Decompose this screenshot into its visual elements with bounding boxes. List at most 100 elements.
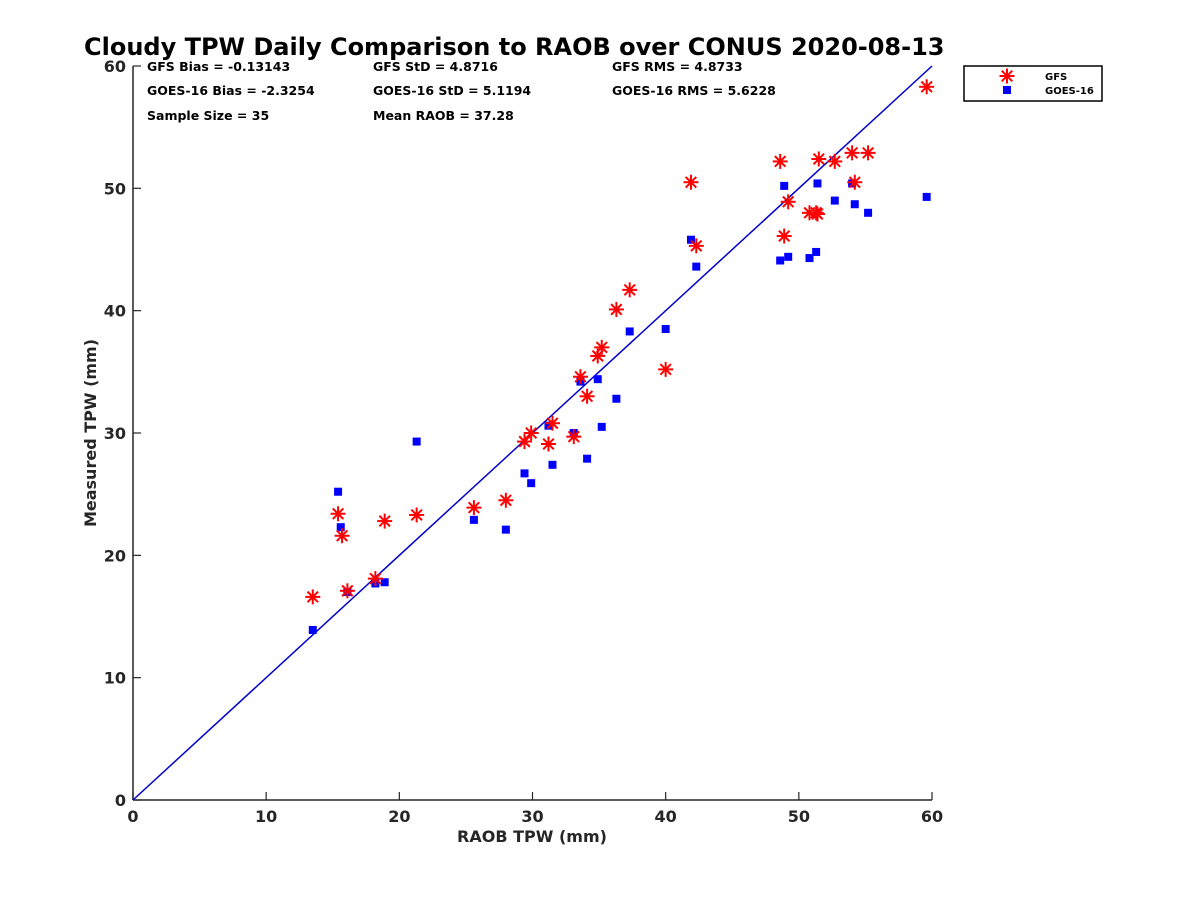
x-tick-label: 30 xyxy=(521,807,543,826)
y-tick-label: 20 xyxy=(104,546,126,565)
goes16-point xyxy=(780,181,789,190)
goes16-point xyxy=(813,179,822,188)
gfs-point-stroke xyxy=(812,152,825,165)
goes16-rms-text: GOES-16 RMS = 5.6228 xyxy=(612,83,776,98)
goes16-point xyxy=(612,394,621,403)
gfs-point xyxy=(566,429,582,445)
legend-gfs-label: GFS xyxy=(1045,72,1067,83)
gfs-point-stroke xyxy=(811,208,824,221)
gfs-point-stroke xyxy=(920,80,933,93)
goes16-point xyxy=(864,208,873,217)
goes16-point xyxy=(784,252,793,261)
legend: GFS GOES-16 xyxy=(963,65,1103,102)
gfs-point-stroke xyxy=(782,195,795,208)
x-axis-label: RAOB TPW (mm) xyxy=(457,827,607,846)
y-axis-label: Measured TPW (mm) xyxy=(81,339,100,527)
gfs-point-stroke xyxy=(369,572,382,585)
goes16-point xyxy=(308,625,317,634)
gfs-point xyxy=(919,79,935,95)
gfs-point-stroke xyxy=(410,508,423,521)
statistics-annotations: GFS Bias = -0.13143 GFS StD = 4.8716 GFS… xyxy=(147,59,776,123)
x-tick-label: 20 xyxy=(388,807,410,826)
chart-title: Cloudy TPW Daily Comparison to RAOB over… xyxy=(84,33,944,61)
goes16-point xyxy=(625,327,634,336)
mean-raob-text: Mean RAOB = 37.28 xyxy=(373,108,514,123)
gfs-point xyxy=(688,238,704,254)
goes16-point xyxy=(583,454,592,463)
gfs-point xyxy=(827,153,843,169)
goes16-std-text: GOES-16 StD = 5.1194 xyxy=(373,83,531,98)
gfs-point xyxy=(622,282,638,298)
gfs-point xyxy=(466,500,482,516)
goes16-point xyxy=(848,179,857,188)
goes16-point xyxy=(544,421,553,430)
gfs-point-stroke xyxy=(306,590,319,603)
gfs-point-stroke xyxy=(378,515,391,528)
gfs-rms-text: GFS RMS = 4.8733 xyxy=(612,59,743,74)
sample-size-text: Sample Size = 35 xyxy=(147,108,269,123)
gfs-series xyxy=(305,79,935,605)
gfs-std-text: GFS StD = 4.8716 xyxy=(373,59,498,74)
goes16-point xyxy=(520,469,529,478)
gfs-point-stroke xyxy=(659,363,672,376)
gfs-point xyxy=(594,339,610,355)
gfs-point xyxy=(772,153,788,169)
gfs-point-stroke xyxy=(332,507,345,520)
gfs-point xyxy=(377,513,393,529)
gfs-point-stroke xyxy=(862,146,875,159)
goes16-point xyxy=(661,325,670,334)
x-tick-label: 0 xyxy=(127,807,138,826)
gfs-point xyxy=(780,194,796,210)
goes16-point xyxy=(336,523,345,532)
goes16-bias-text: GOES-16 Bias = -2.3254 xyxy=(147,83,315,98)
gfs-point-stroke xyxy=(581,390,594,403)
gfs-point xyxy=(811,151,827,167)
x-axis-ticks: 0 10 20 30 40 50 60 xyxy=(127,792,943,826)
gfs-point-stroke xyxy=(595,341,608,354)
gfs-point xyxy=(683,174,699,190)
gfs-point xyxy=(409,507,425,523)
gfs-point xyxy=(339,583,355,599)
gfs-point-stroke xyxy=(499,494,512,507)
gfs-point-stroke xyxy=(542,437,555,451)
gfs-point xyxy=(330,506,346,522)
goes16-point xyxy=(334,487,343,496)
x-tick-label: 40 xyxy=(655,807,677,826)
y-tick-label: 40 xyxy=(104,302,126,321)
gfs-point xyxy=(517,434,533,450)
gfs-point xyxy=(847,174,863,190)
gfs-point xyxy=(844,145,860,161)
goes16-point xyxy=(412,437,421,446)
gfs-point xyxy=(540,436,556,452)
gfs-point-stroke xyxy=(610,303,623,316)
goes16-point xyxy=(776,256,785,265)
legend-box xyxy=(963,65,1103,102)
gfs-point-stroke xyxy=(623,283,636,296)
gfs-point xyxy=(579,388,595,404)
goes16-point xyxy=(692,262,701,271)
gfs-point xyxy=(809,206,825,222)
goes16-point xyxy=(805,254,814,263)
goes16-point xyxy=(686,235,695,244)
gfs-point-stroke xyxy=(567,430,580,443)
goes16-point xyxy=(548,460,557,469)
gfs-point-stroke xyxy=(848,176,861,189)
gfs-point-stroke xyxy=(828,155,841,168)
y-tick-label: 30 xyxy=(104,424,126,443)
gfs-point-stroke xyxy=(778,230,791,243)
legend-goes16-label: GOES-16 xyxy=(1045,86,1094,97)
goes16-point xyxy=(593,375,602,384)
gfs-point xyxy=(367,571,383,587)
gfs-point-stroke xyxy=(525,426,538,440)
gfs-point xyxy=(776,228,792,244)
y-tick-label: 10 xyxy=(104,669,126,688)
gfs-point xyxy=(860,145,876,161)
goes16-point xyxy=(380,578,389,587)
goes16-point xyxy=(922,192,931,201)
gfs-point-stroke xyxy=(546,417,559,430)
gfs-point-stroke xyxy=(574,370,587,383)
gfs-point-stroke xyxy=(467,501,480,514)
goes16-point xyxy=(830,196,839,205)
